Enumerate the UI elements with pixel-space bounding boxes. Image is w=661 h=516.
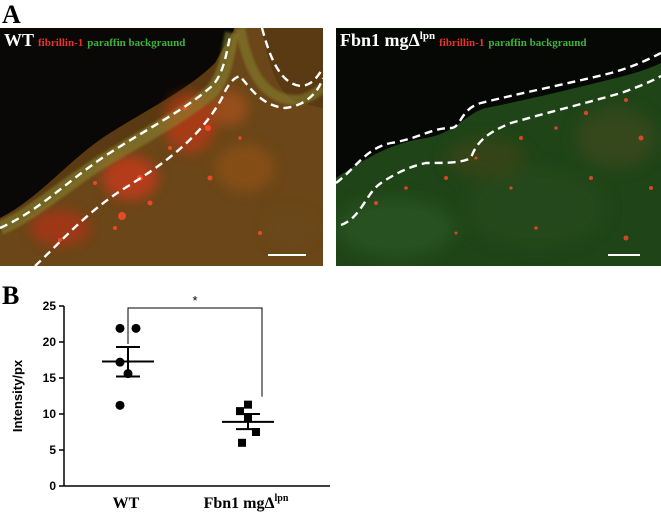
panel-a-letter: A	[2, 0, 21, 29]
micrograph-wt: WT fibrillin-1 paraffin backgraund	[0, 28, 323, 266]
y-tick-label: 25	[43, 299, 57, 313]
x-category-label: Fbn1 mgΔlpn	[204, 493, 289, 512]
data-point	[115, 323, 125, 333]
micrograph-wt-label: WT fibrillin-1 paraffin backgraund	[4, 31, 185, 50]
y-tick-label: 5	[49, 443, 56, 457]
micrograph-mutant-image	[336, 28, 661, 266]
x-category-label: WT	[113, 495, 140, 512]
x-category-superscript: lpn	[275, 493, 289, 504]
micrograph-wt-image	[0, 28, 323, 266]
data-point	[244, 400, 252, 409]
data-point	[115, 400, 125, 410]
y-axis-title: Intensity/px	[10, 359, 25, 432]
y-tick-label: 10	[43, 407, 57, 421]
chart-marks: *	[102, 293, 274, 447]
genotype-label: WT	[4, 30, 35, 50]
significance-label: *	[192, 293, 197, 308]
scale-bar	[608, 254, 640, 256]
chart-axes: 0 5 10 15 20 25 WT Fbn1 mgΔlpn	[43, 299, 330, 512]
data-point	[252, 428, 260, 436]
micrograph-mutant: Fbn1 mgΔlpn fibrillin-1 paraffin backgra…	[336, 28, 661, 266]
intensity-scatter-chart: 0 5 10 15 20 25 WT Fbn1 mgΔlpn * Intensity/px	[10, 293, 330, 512]
significance-bracket	[127, 307, 263, 397]
y-tick-label: 0	[49, 479, 56, 493]
genotype-superscript: lpn	[419, 30, 436, 42]
green-channel-label: paraffin backgraund	[87, 37, 186, 49]
y-tick-label: 20	[43, 335, 57, 349]
data-point	[238, 438, 246, 447]
y-tick-label: 15	[43, 371, 57, 385]
data-point	[131, 323, 141, 333]
micrograph-mutant-label: Fbn1 mgΔlpn fibrillin-1 paraffin backgra…	[340, 31, 586, 50]
genotype-label: Fbn1 mgΔlpn	[340, 30, 436, 50]
red-channel-label: fibrillin-1	[38, 37, 84, 49]
panel-b-letter: B	[2, 281, 20, 310]
red-channel-label: fibrillin-1	[439, 37, 485, 49]
green-channel-label: paraffin backgraund	[488, 37, 587, 49]
data-point	[236, 407, 244, 416]
scale-bar	[268, 254, 306, 256]
